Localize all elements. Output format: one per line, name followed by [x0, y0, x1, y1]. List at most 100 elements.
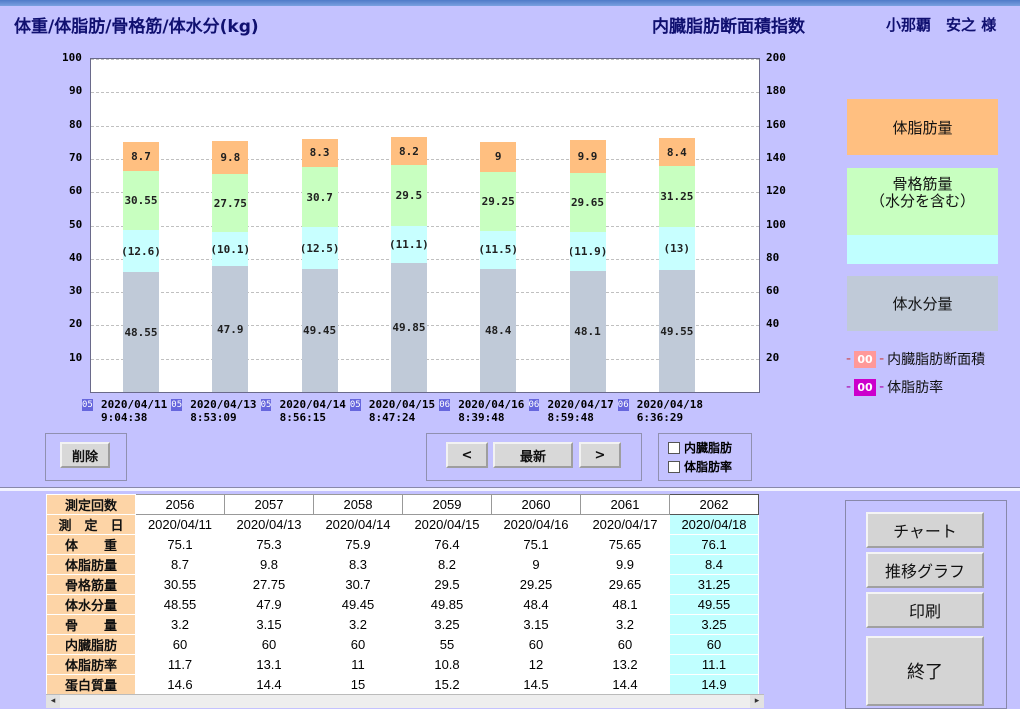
table-cell[interactable]: 8.3: [313, 554, 403, 575]
table-cell[interactable]: 14.9: [669, 674, 759, 695]
row-header: 骨格筋量: [46, 574, 136, 595]
table-cell[interactable]: 14.4: [580, 674, 670, 695]
table-cell[interactable]: 9: [491, 554, 581, 575]
table-cell[interactable]: 31.25: [669, 574, 759, 595]
table-cell[interactable]: 2020/04/18: [669, 514, 759, 535]
header-center-title: 内臓脂肪断面積指数: [652, 17, 805, 37]
table-cell[interactable]: 29.65: [580, 574, 670, 595]
legend-visceral: - 00 - 内臓脂肪断面積: [846, 349, 985, 369]
table-cell[interactable]: 2020/04/17: [580, 514, 670, 535]
exit-button[interactable]: 終了: [866, 636, 984, 706]
table-cell[interactable]: 60: [669, 634, 759, 655]
table-cell[interactable]: 2020/04/13: [224, 514, 314, 535]
table-cell[interactable]: 14.4: [224, 674, 314, 695]
table-cell[interactable]: 8.2: [402, 554, 492, 575]
table-cell[interactable]: 60: [135, 634, 225, 655]
row-header: 蛋白質量: [46, 674, 136, 695]
table-cell[interactable]: 12: [491, 654, 581, 675]
table-cell[interactable]: 3.15: [491, 614, 581, 635]
table-cell[interactable]: 13.2: [580, 654, 670, 675]
table-cell[interactable]: 15.2: [402, 674, 492, 695]
table-cell[interactable]: 49.55: [669, 594, 759, 615]
chart-button[interactable]: チャート: [866, 512, 984, 548]
column-header[interactable]: 2060: [491, 494, 581, 515]
table-cell[interactable]: 2020/04/14: [313, 514, 403, 535]
table-cell[interactable]: 76.4: [402, 534, 492, 555]
column-header[interactable]: 2056: [135, 494, 225, 515]
table-cell[interactable]: 29.5: [402, 574, 492, 595]
table-horizontal-scrollbar[interactable]: ◂ ▸: [46, 694, 764, 708]
table-cell[interactable]: 75.65: [580, 534, 670, 555]
delete-button[interactable]: 削除: [60, 442, 110, 468]
bar-segment: 29.65: [569, 172, 606, 232]
table-cell[interactable]: 8.7: [135, 554, 225, 575]
table-cell[interactable]: 2020/04/15: [402, 514, 492, 535]
id-tag: 05: [171, 399, 183, 411]
latest-button[interactable]: 最新: [493, 442, 573, 468]
table-cell[interactable]: 9.8: [224, 554, 314, 575]
table-cell[interactable]: 29.25: [491, 574, 581, 595]
table-cell[interactable]: 76.1: [669, 534, 759, 555]
table-cell[interactable]: 3.25: [669, 614, 759, 635]
column-header[interactable]: 2062: [669, 494, 759, 515]
table-cell[interactable]: 3.2: [313, 614, 403, 635]
table-cell[interactable]: 30.55: [135, 574, 225, 595]
table-cell[interactable]: 75.1: [135, 534, 225, 555]
table-cell[interactable]: 11.1: [669, 654, 759, 675]
column-header[interactable]: 2057: [224, 494, 314, 515]
table-cell[interactable]: 14.6: [135, 674, 225, 695]
table-cell[interactable]: 10.8: [402, 654, 492, 675]
table-cell[interactable]: 48.4: [491, 594, 581, 615]
table-cell[interactable]: 3.15: [224, 614, 314, 635]
checkbox-box[interactable]: [668, 441, 680, 454]
y-tick-label: 10: [69, 350, 83, 364]
table-cell[interactable]: 15: [313, 674, 403, 695]
x-tick-date: 2020/04/11: [101, 398, 168, 411]
trend-graph-button[interactable]: 推移グラフ: [866, 552, 984, 588]
table-cell[interactable]: 60: [491, 634, 581, 655]
table-cell[interactable]: 60: [580, 634, 670, 655]
table-cell[interactable]: 48.55: [135, 594, 225, 615]
table-cell[interactable]: 9.9: [580, 554, 670, 575]
table-cell[interactable]: 60: [224, 634, 314, 655]
prev-button[interactable]: <: [446, 442, 488, 468]
fatrate-checkbox[interactable]: 体脂肪率: [668, 458, 732, 475]
next-button[interactable]: >: [579, 442, 621, 468]
table-cell[interactable]: 27.75: [224, 574, 314, 595]
table-cell[interactable]: 8.4: [669, 554, 759, 575]
legend-dash: -: [846, 379, 852, 395]
column-header[interactable]: 2059: [402, 494, 492, 515]
table-cell[interactable]: 2020/04/16: [491, 514, 581, 535]
table-cell[interactable]: 75.3: [224, 534, 314, 555]
table-cell[interactable]: 60: [313, 634, 403, 655]
table-cell[interactable]: 75.9: [313, 534, 403, 555]
column-header[interactable]: 2061: [580, 494, 670, 515]
bar-segment: 49.45: [301, 268, 338, 392]
table-cell[interactable]: 3.25: [402, 614, 492, 635]
table-row: 測 定 日 2020/04/11 2020/04/13 2020/04/14 2020/…: [46, 514, 759, 535]
table-cell[interactable]: 2020/04/11: [135, 514, 225, 535]
scroll-left-icon[interactable]: ◂: [46, 695, 60, 708]
legend-dash: -: [846, 351, 852, 367]
x-tick-label: 2020/04/17 8:59:48: [548, 398, 614, 424]
table-cell[interactable]: 48.1: [580, 594, 670, 615]
table-cell[interactable]: 47.9: [224, 594, 314, 615]
print-button[interactable]: 印刷: [866, 592, 984, 628]
legend-dash: -: [879, 379, 885, 395]
table-cell[interactable]: 30.7: [313, 574, 403, 595]
table-cell[interactable]: 13.1: [224, 654, 314, 675]
scroll-right-icon[interactable]: ▸: [750, 695, 764, 708]
table-cell[interactable]: 3.2: [580, 614, 670, 635]
table-cell[interactable]: 11: [313, 654, 403, 675]
table-cell[interactable]: 75.1: [491, 534, 581, 555]
column-header[interactable]: 2058: [313, 494, 403, 515]
checkbox-box[interactable]: [668, 460, 680, 473]
table-cell[interactable]: 14.5: [491, 674, 581, 695]
table-cell[interactable]: 11.7: [135, 654, 225, 675]
x-tick-time: 8:39:48: [458, 411, 505, 424]
visceral-checkbox[interactable]: 内臓脂肪: [668, 439, 732, 456]
table-cell[interactable]: 49.85: [402, 594, 492, 615]
table-cell[interactable]: 55: [402, 634, 492, 655]
table-cell[interactable]: 49.45: [313, 594, 403, 615]
table-cell[interactable]: 3.2: [135, 614, 225, 635]
